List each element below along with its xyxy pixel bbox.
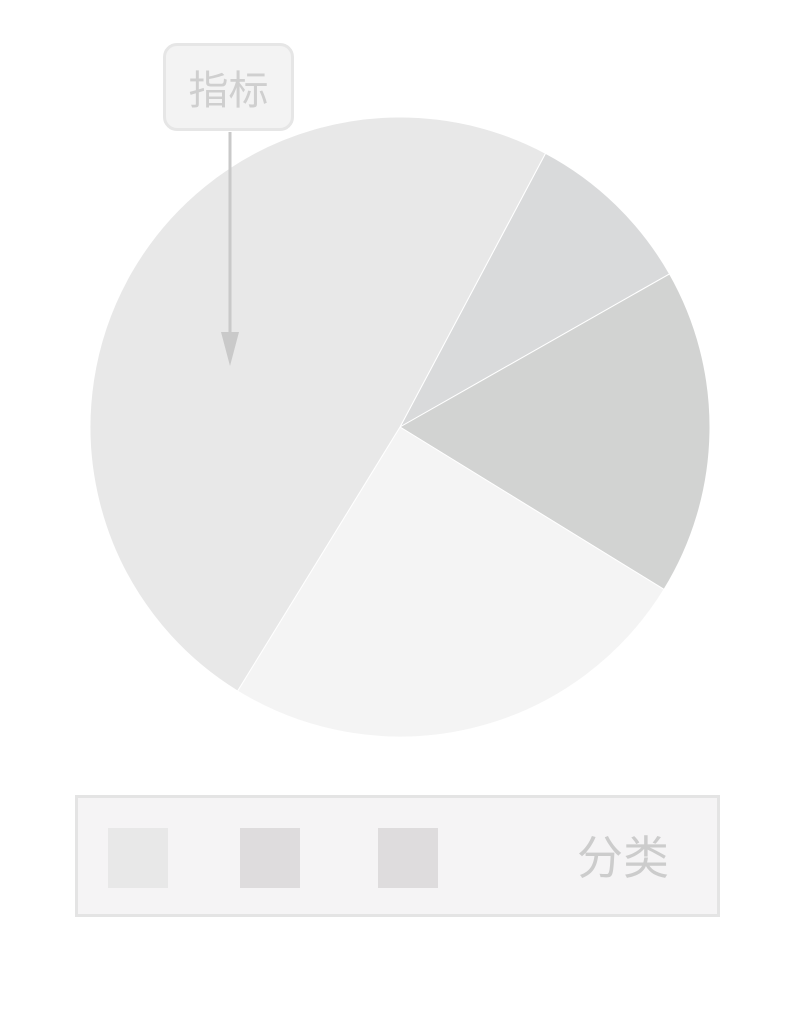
annotation-arrow-head bbox=[221, 332, 239, 366]
pie-slices bbox=[89, 116, 711, 738]
pie-slice-3 bbox=[89, 116, 547, 692]
annotation-label: 指标 bbox=[188, 68, 269, 114]
pie-slice-0 bbox=[398, 152, 671, 429]
legend-title: 分类 bbox=[577, 831, 669, 885]
legend-swatch bbox=[240, 828, 300, 888]
legend: 分类 bbox=[75, 795, 720, 917]
pie-slice-1 bbox=[399, 273, 711, 591]
annotation-callout: 指标 bbox=[163, 43, 294, 131]
pie-slice-2 bbox=[236, 426, 665, 738]
legend-swatch bbox=[108, 828, 168, 888]
legend-swatch bbox=[378, 828, 438, 888]
